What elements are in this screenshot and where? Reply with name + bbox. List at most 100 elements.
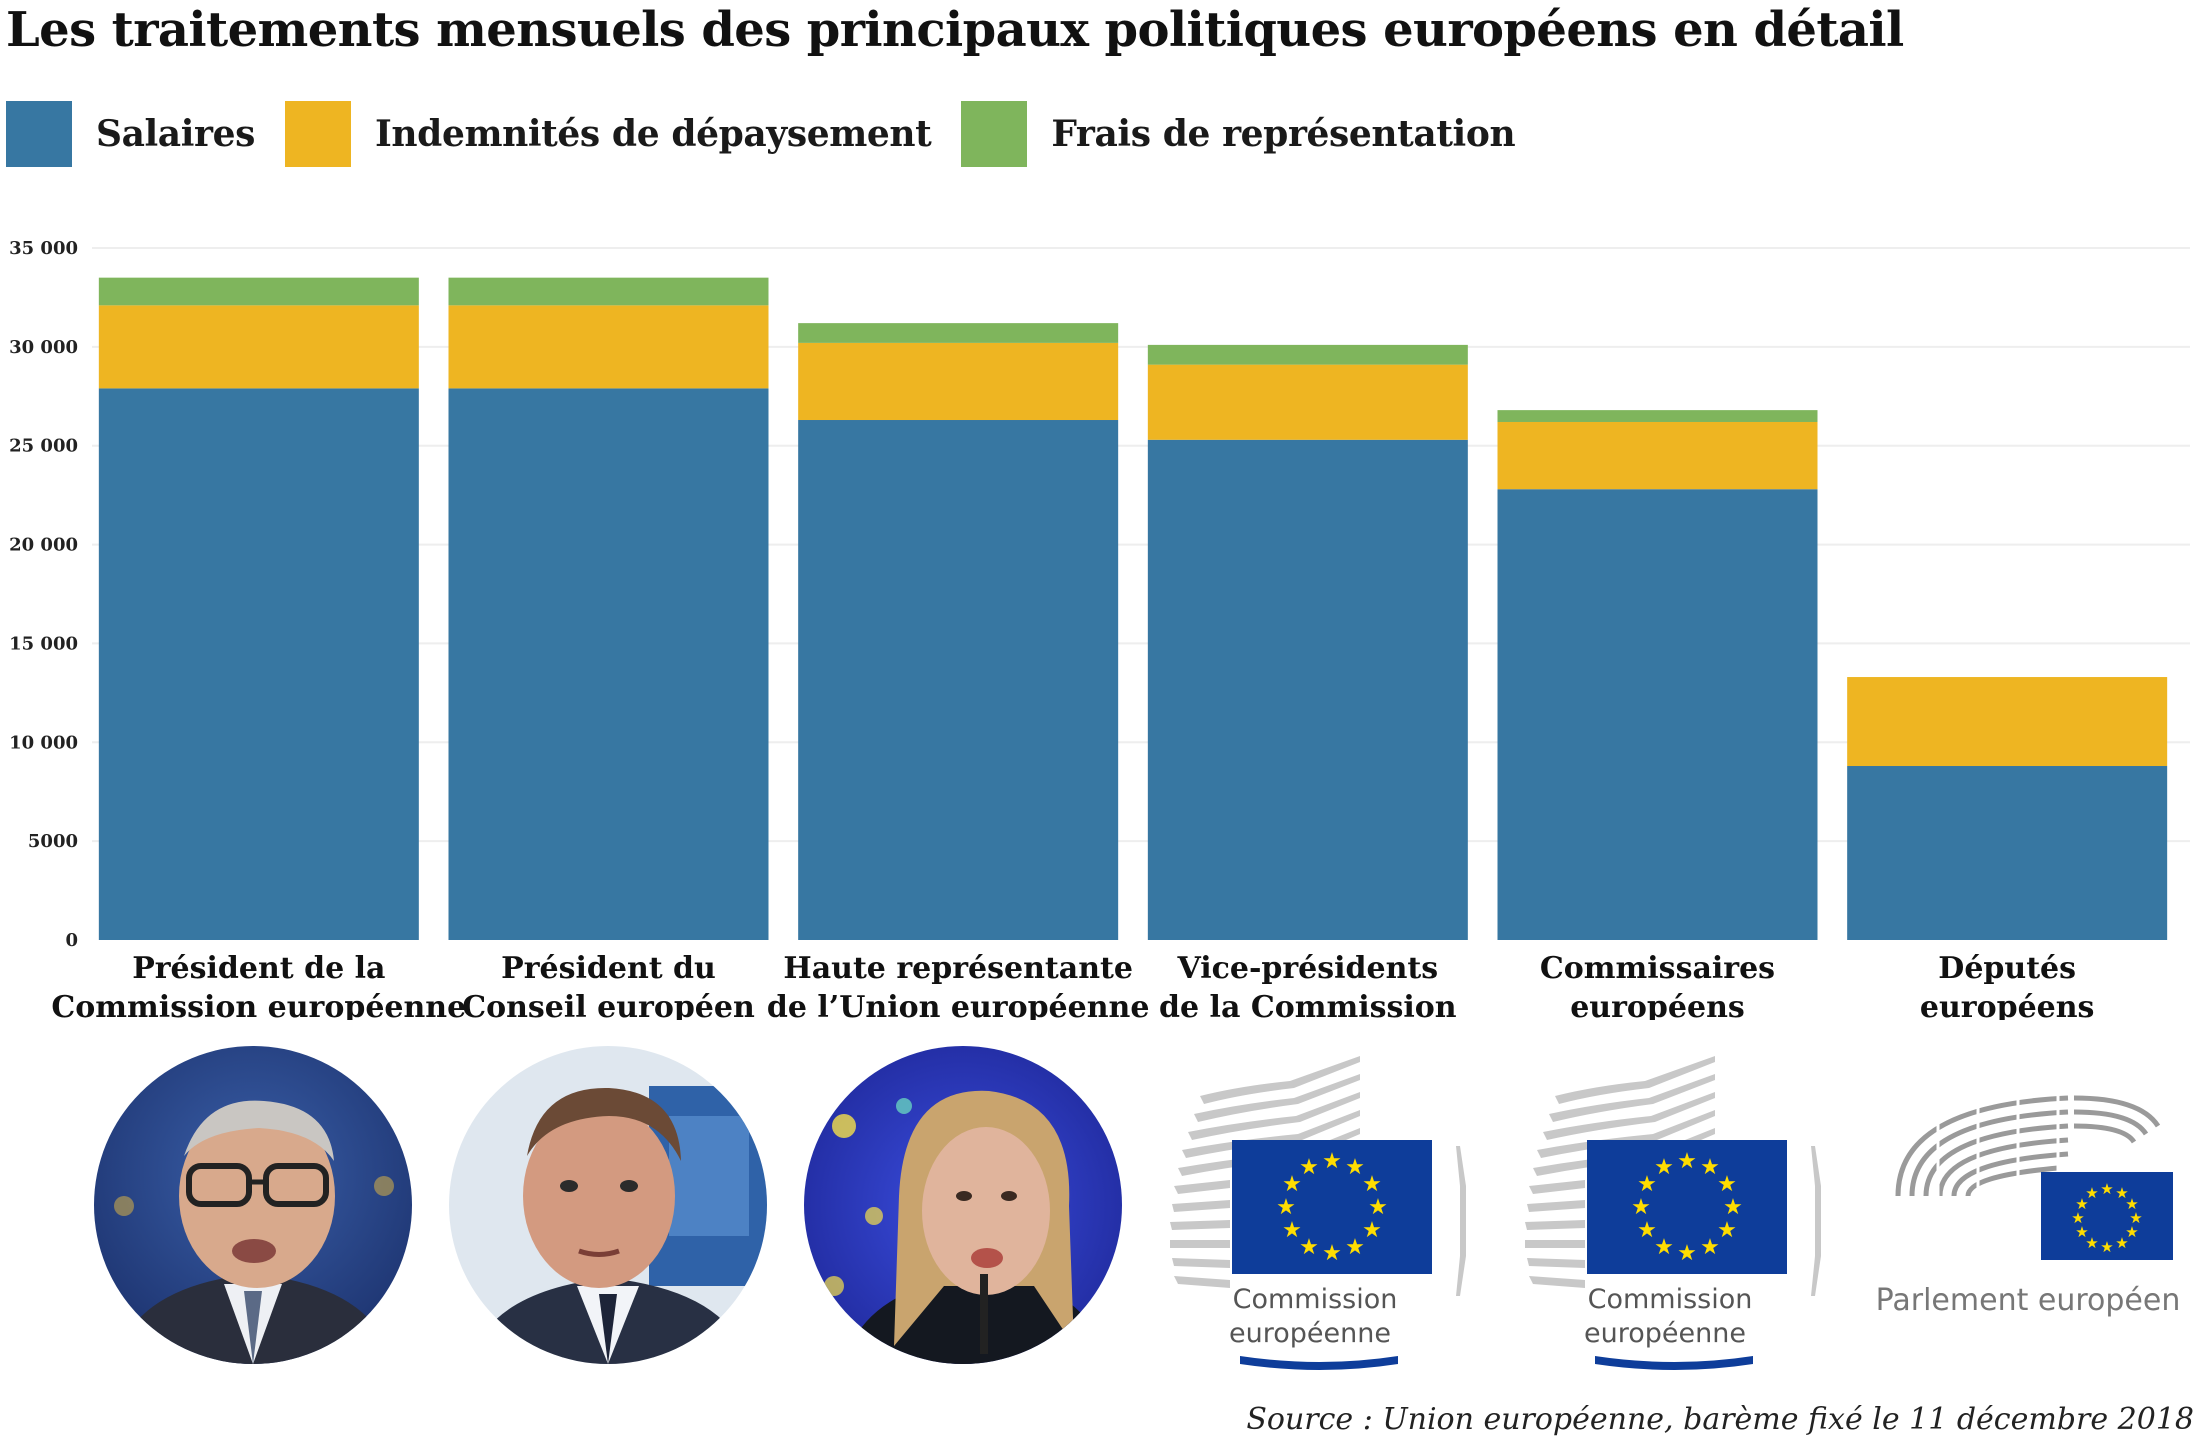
legend-swatch-salaires [6,101,72,167]
svg-text:★: ★ [2125,1195,2138,1213]
svg-text:★: ★ [1282,1218,1302,1243]
legend-item-salaires: Salaires [6,101,255,167]
svg-text:★: ★ [2100,1180,2113,1198]
svg-text:★: ★ [1345,1235,1365,1260]
bar-segment-indemnites [98,305,419,389]
svg-text:★: ★ [1322,1241,1342,1266]
svg-text:★: ★ [1276,1195,1296,1220]
x-category-label: européens [1570,990,1745,1020]
logo-commission-2-line2: européenne [1584,1318,1746,1349]
logo-parlement-text: Parlement européen [1878,1283,2180,1318]
y-tick-label: 30 000 [9,337,78,358]
portrait-council-president [449,1046,767,1364]
svg-text:★: ★ [1282,1172,1302,1197]
svg-text:★: ★ [1717,1172,1737,1197]
logo-commission-2-line1: Commission [1588,1284,1753,1315]
portrait-high-representative [804,1046,1122,1364]
y-tick-label: 10 000 [9,732,78,753]
svg-text:★: ★ [1637,1218,1657,1243]
portrait-council-president-image [449,1046,767,1364]
legend-label-indemnites: Indemnités de dépaysement [374,113,932,155]
y-tick-label: 15 000 [9,633,78,654]
svg-text:★: ★ [1637,1172,1657,1197]
chart-title: Les traitements mensuels des principaux … [6,2,1904,58]
portrait-commission-president-image [94,1046,412,1364]
bar-segment-salaires [798,420,1119,940]
y-tick-label: 20 000 [9,535,78,556]
svg-text:★: ★ [2129,1209,2142,1227]
logo-parlement: ★ ★ ★ ★ ★ ★ ★ ★ ★ ★ ★ ★ Parlement européen [1876,1046,2198,1376]
svg-text:★: ★ [2071,1209,2084,1227]
bar-segment-frais [448,277,769,306]
svg-text:★: ★ [2085,1234,2098,1252]
svg-text:★: ★ [2115,1234,2128,1252]
bar-segment-salaires [1497,489,1818,940]
legend-swatch-indemnites [284,101,351,167]
svg-text:★: ★ [1677,1149,1697,1174]
bar-segment-frais [798,323,1119,343]
logo-commission-2: ★ ★ ★ ★ ★ ★ ★ ★ ★ ★ ★ ★ Commission européenne [1515,1046,1835,1376]
x-category-label: Président de la [132,951,385,986]
svg-text:★: ★ [1362,1172,1382,1197]
y-tick-label: 25 000 [9,436,78,457]
svg-text:★: ★ [2125,1223,2138,1241]
logo-commission-1-line2: européenne [1229,1318,1391,1349]
y-tick-label: 5000 [28,831,78,852]
svg-text:★: ★ [1362,1218,1382,1243]
x-category-label: Commission européenne [51,990,466,1020]
svg-text:★: ★ [1700,1235,1720,1260]
bar-segment-salaires [1847,766,2168,940]
svg-text:★: ★ [1322,1149,1342,1174]
bar-segment-frais [1497,410,1818,422]
legend-item-frais: Frais de représentation [961,101,1516,167]
x-category-label: Président du [501,951,716,986]
commission-logo-image: ★ ★★ ★★★ ★★★ ★★★ Commission européenne [1525,1056,1821,1370]
x-category-label: Commissaires [1540,951,1775,986]
svg-text:★: ★ [2075,1195,2088,1213]
svg-text:★: ★ [2085,1184,2098,1202]
svg-text:★: ★ [2115,1184,2128,1202]
legend-label-salaires: Salaires [96,113,255,155]
bar-segment-indemnites [1847,677,2168,767]
x-category-label: Haute représentante [783,951,1133,986]
bar-segment-indemnites [1147,364,1468,440]
x-category-label: Conseil européen [462,990,755,1020]
svg-text:★: ★ [1677,1241,1697,1266]
logo-commission-1-line1: Commission [1233,1284,1398,1315]
x-category-label: européens [1920,990,2095,1020]
legend-swatch-frais [961,101,1028,167]
commission-logo-image: ★ ★★ ★★★ ★★★ ★★★ Commission européenne [1170,1056,1466,1370]
stacked-bar-chart: 0 5000 10 000 15 000 20 000 25 000 30 000 35 00… [9,238,2190,1020]
legend-item-indemnites: Indemnités de dépaysement [284,101,932,167]
bar-segment-frais [1147,344,1468,365]
x-category-label: Députés [1938,951,2076,986]
svg-text:★: ★ [1723,1195,1743,1220]
svg-text:★: ★ [1654,1235,1674,1260]
svg-text:★: ★ [1654,1155,1674,1180]
bar-segment-indemnites [798,342,1119,421]
x-category-label: de la Commission [1159,990,1457,1020]
svg-text:★: ★ [1299,1235,1319,1260]
bar-segment-salaires [98,388,419,940]
svg-text:★: ★ [1717,1218,1737,1243]
x-category-label: de l’Union européenne [767,990,1150,1020]
legend-label-frais: Frais de représentation [1051,113,1516,155]
svg-text:★: ★ [2100,1238,2113,1256]
bar-segment-frais [98,277,419,306]
portrait-commission-president [94,1046,412,1364]
bar-segment-indemnites [1497,421,1818,490]
logo-commission-1: ★ ★ ★ ★ ★ ★ ★ ★ ★ ★ ★ ★ Commission européenne [1160,1046,1480,1376]
svg-text:★: ★ [1299,1155,1319,1180]
legend: Salaires Indemnités de dépaysement Frais… [6,100,1545,168]
parlement-logo-image: ★ ★★ ★★★ ★★★ ★★★ Parlement européen [1876,1086,2180,1318]
bar-segment-salaires [1147,439,1468,940]
svg-text:★: ★ [2075,1223,2088,1241]
svg-text:★: ★ [1368,1195,1388,1220]
source-note: Source : Union européenne, barème fixé l… [1246,1402,2194,1437]
svg-text:★: ★ [1345,1155,1365,1180]
svg-text:★: ★ [1700,1155,1720,1180]
bar-segment-salaires [448,388,769,940]
bar-segment-indemnites [448,305,769,389]
x-category-label: Vice-présidents [1176,951,1438,986]
svg-text:★: ★ [1631,1195,1651,1220]
